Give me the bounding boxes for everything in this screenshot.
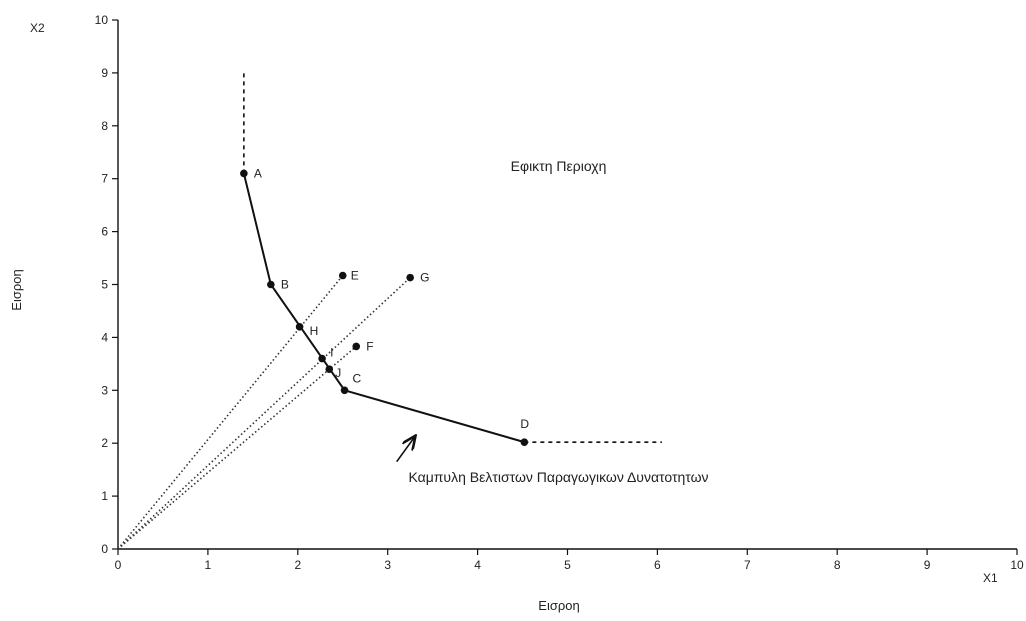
point-B [267, 280, 275, 289]
y-tick-label: 0 [101, 542, 108, 556]
y-axis-title: Εισροη [9, 269, 24, 310]
y-tick-label: 5 [101, 278, 108, 292]
y-tick-label: 10 [95, 13, 109, 27]
x-axis-name: X1 [983, 571, 998, 585]
x-tick-label: 1 [205, 558, 212, 572]
x-tick-label: 5 [564, 558, 571, 572]
y-tick-label: 6 [101, 225, 108, 239]
y-tick-label: 9 [101, 66, 108, 80]
point-label-J: J [335, 366, 341, 380]
x-tick-label: 4 [474, 558, 481, 572]
point-label-C: C [353, 371, 362, 385]
ray-origin-E [117, 274, 344, 550]
annotation-1: Καμπυλη Βελτιστων Παραγωγικων Δυνατοτητω… [408, 469, 708, 485]
x-tick-label: 8 [834, 558, 841, 572]
point-G [406, 273, 414, 282]
point-A [240, 169, 248, 178]
x-tick-label: 0 [115, 558, 122, 572]
y-tick-label: 1 [101, 489, 108, 503]
x-tick-label: 7 [744, 558, 751, 572]
point-F [352, 342, 361, 351]
x-axis-title: Εισροη [538, 598, 579, 613]
ray-origin-F [117, 345, 357, 550]
x-tick-label: 10 [1010, 558, 1024, 572]
point-H [295, 323, 304, 331]
y-axis-name: X2 [30, 21, 45, 35]
y-tick-label: 8 [101, 119, 108, 133]
frontier-line [242, 173, 525, 444]
y-tick-label: 4 [101, 330, 108, 344]
point-label-I: I [330, 346, 333, 360]
point-label-G: G [420, 271, 429, 285]
point-label-B: B [281, 278, 289, 292]
y-tick-label: 2 [101, 436, 108, 450]
point-E [338, 271, 347, 280]
annotation-arrow [396, 437, 415, 463]
y-tick-label: 7 [101, 172, 108, 186]
x-tick-label: 9 [924, 558, 931, 572]
x-tick-label: 2 [294, 558, 301, 572]
point-C [340, 386, 349, 395]
point-label-D: D [520, 417, 529, 431]
x-tick-label: 3 [384, 558, 391, 572]
point-I [318, 354, 326, 363]
y-tick-label: 3 [101, 383, 108, 397]
point-label-H: H [310, 324, 319, 338]
point-label-F: F [366, 339, 373, 353]
point-J [325, 365, 334, 373]
x-tick-label: 6 [654, 558, 661, 572]
point-label-E: E [351, 269, 359, 283]
ray-origin-G [117, 277, 411, 550]
annotation-0: Εφικτη Περιοχη [511, 158, 607, 174]
point-D [520, 438, 529, 446]
point-label-A: A [254, 166, 262, 180]
